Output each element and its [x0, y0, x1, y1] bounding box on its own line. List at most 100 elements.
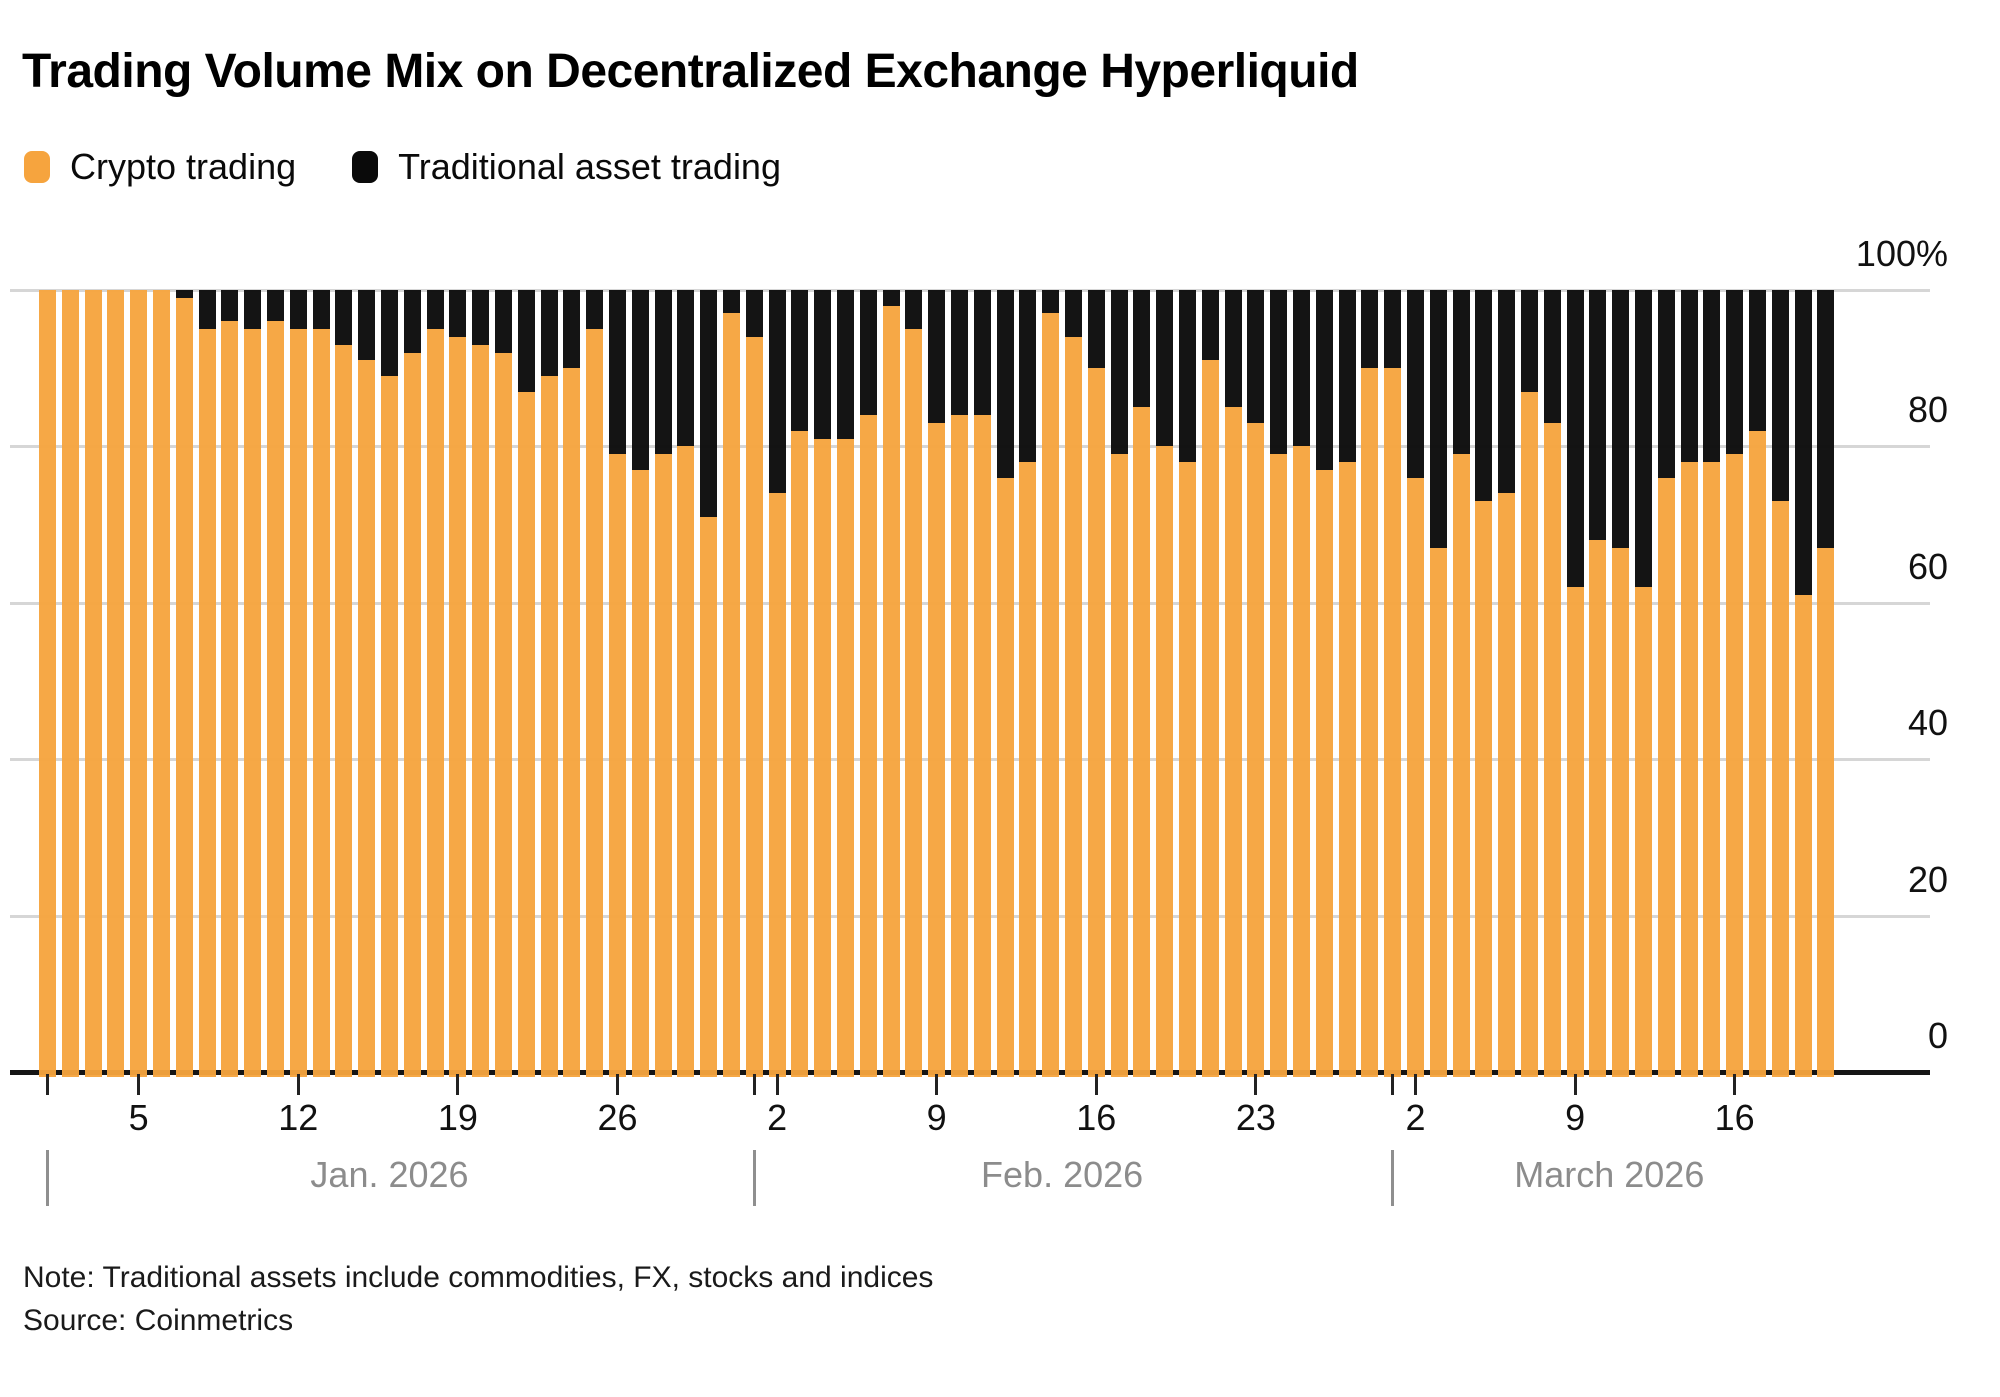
bar-segment-traditional — [289, 290, 307, 330]
bar-segment-traditional — [1133, 290, 1151, 408]
bar-segment-crypto — [472, 344, 490, 1077]
bar-day-75 — [1726, 290, 1744, 1077]
y-axis-label-80: 80 — [1907, 389, 1948, 431]
bar-segment-crypto — [107, 290, 125, 1077]
bar-segment-crypto — [973, 415, 991, 1077]
bar-segment-traditional — [1110, 290, 1128, 455]
bar-segment-crypto — [1338, 462, 1356, 1077]
bar-segment-crypto — [700, 516, 718, 1077]
bar-day-17 — [403, 290, 421, 1077]
bar-segment-traditional — [1680, 290, 1698, 463]
bar-day-68 — [1566, 290, 1584, 1077]
bar-day-29 — [677, 290, 695, 1077]
bar-day-32 — [745, 290, 763, 1077]
bar-segment-crypto — [1156, 446, 1174, 1077]
bar-day-79 — [1817, 290, 1835, 1077]
chart-title: Trading Volume Mix on Decentralized Exch… — [22, 45, 1359, 98]
bar-day-40 — [928, 290, 946, 1077]
crypto-swatch-icon — [24, 151, 50, 183]
bar-day-26 — [609, 290, 626, 1077]
bar-segment-traditional — [859, 290, 877, 416]
bar-segment-crypto — [1042, 313, 1060, 1077]
bar-day-12 — [289, 290, 307, 1077]
bar-day-60 — [1384, 290, 1402, 1077]
bar-day-65 — [1498, 290, 1516, 1077]
bar-segment-traditional — [1201, 290, 1219, 361]
bar-segment-traditional — [381, 290, 398, 377]
bar-segment-crypto — [859, 415, 877, 1077]
bar-segment-crypto — [1612, 548, 1630, 1077]
bar-segment-crypto — [609, 454, 626, 1077]
bar-day-53 — [1224, 290, 1242, 1077]
bar-day-7 — [175, 290, 193, 1077]
bar-segment-crypto — [1201, 360, 1219, 1077]
bar-day-47 — [1087, 290, 1105, 1077]
y-axis-label-60: 60 — [1907, 545, 1948, 587]
bar-segment-crypto — [1794, 594, 1812, 1077]
bar-segment-crypto — [996, 477, 1014, 1077]
bar-segment-crypto — [1771, 501, 1789, 1077]
bar-segment-crypto — [1247, 422, 1265, 1077]
bar-day-33 — [768, 290, 786, 1077]
traditional-swatch-icon — [352, 151, 379, 183]
month-label: Jan. 2026 — [310, 1154, 469, 1195]
bar-segment-traditional — [1407, 290, 1424, 478]
day-tick-label-2: 2 — [767, 1097, 788, 1138]
bar-segment-traditional — [1771, 290, 1789, 502]
bar-segment-traditional — [449, 290, 467, 337]
bar-day-1 — [39, 290, 56, 1077]
bar-segment-crypto — [1498, 493, 1516, 1077]
month-separator — [1391, 1150, 1395, 1206]
bar-day-14 — [335, 290, 353, 1077]
bar-day-44 — [1019, 290, 1037, 1077]
bar-segment-crypto — [1270, 454, 1288, 1077]
bar-segment-crypto — [951, 415, 968, 1077]
source-text: Source: Coinmetrics — [23, 1304, 294, 1337]
bar-day-58 — [1338, 290, 1356, 1077]
bar-day-66 — [1521, 290, 1538, 1077]
bar-segment-traditional — [996, 290, 1014, 478]
month-start-tick — [752, 1074, 756, 1095]
bar-segment-crypto — [928, 422, 946, 1077]
bar-segment-crypto — [1521, 391, 1538, 1077]
bar-segment-crypto — [175, 297, 193, 1077]
bar-segment-crypto — [905, 329, 923, 1077]
bar-segment-traditional — [1817, 290, 1835, 549]
bar-segment-traditional — [1315, 290, 1333, 470]
bar-segment-traditional — [426, 290, 444, 330]
day-tick-label-16: 16 — [1076, 1097, 1117, 1138]
bar-segment-traditional — [1087, 290, 1105, 369]
month-separator — [752, 1150, 756, 1206]
bar-day-6 — [153, 290, 170, 1077]
bar-day-50 — [1156, 290, 1174, 1077]
bar-segment-traditional — [267, 290, 284, 322]
note-text: Note: Traditional assets include commodi… — [23, 1261, 934, 1294]
bar-day-31 — [723, 290, 740, 1077]
bar-day-74 — [1703, 290, 1721, 1077]
bar-day-30 — [700, 290, 718, 1077]
bar-segment-crypto — [1315, 469, 1333, 1077]
bar-day-18 — [426, 290, 444, 1077]
bar-day-8 — [198, 290, 216, 1077]
bar-day-38 — [882, 290, 900, 1077]
bar-segment-traditional — [1270, 290, 1288, 455]
bar-segment-traditional — [745, 290, 763, 337]
legend-item-crypto: Crypto trading — [24, 146, 296, 188]
bar-segment-crypto — [677, 446, 695, 1077]
bar-segment-traditional — [495, 290, 512, 353]
bar-segment-crypto — [153, 290, 170, 1077]
legend: Crypto trading Traditional asset trading — [24, 146, 781, 188]
bar-segment-traditional — [1429, 290, 1447, 549]
bar-day-62 — [1429, 290, 1447, 1077]
bar-segment-crypto — [517, 391, 535, 1077]
bar-segment-crypto — [1543, 422, 1561, 1077]
day-tick-19 — [456, 1074, 460, 1095]
bar-segment-traditional — [175, 290, 193, 298]
y-axis-label-0: 0 — [1927, 1015, 1948, 1056]
day-tick-5 — [137, 1074, 141, 1095]
bar-day-48 — [1110, 290, 1128, 1077]
bar-day-5 — [130, 290, 148, 1077]
day-tick-9 — [1573, 1074, 1577, 1095]
bar-segment-crypto — [1019, 462, 1037, 1077]
day-tick-16 — [1094, 1074, 1098, 1095]
